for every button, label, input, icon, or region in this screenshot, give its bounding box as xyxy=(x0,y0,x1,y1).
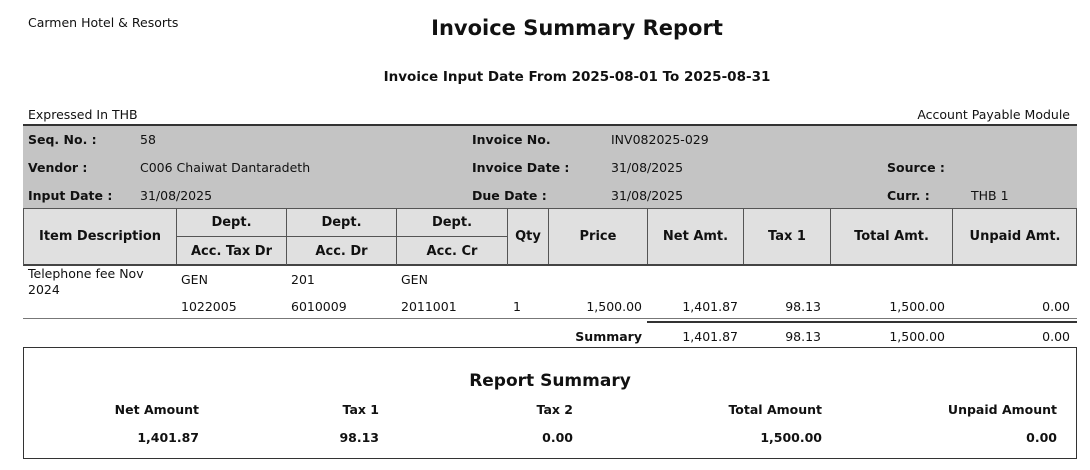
source-label: Source : xyxy=(887,160,945,175)
summary-tax-1-label: Tax 1 xyxy=(342,402,379,417)
module-name: Account Payable Module xyxy=(917,107,1070,122)
acc-tax-dr: 1022005 xyxy=(181,299,237,314)
summary-tax-1-value: 98.13 xyxy=(339,430,379,445)
summary-net: 1,401.87 xyxy=(682,329,738,344)
summary-total-amount-label: Total Amount xyxy=(728,402,822,417)
col-unpaid-amt: Unpaid Amt. xyxy=(969,229,1061,244)
report-subtitle: Invoice Input Date From 2025-08-01 To 20… xyxy=(383,69,771,85)
dept-1: GEN xyxy=(181,272,208,287)
total-amt: 1,500.00 xyxy=(889,299,945,314)
invoice-date-value: 31/08/2025 xyxy=(611,160,684,175)
summary-label: Summary xyxy=(575,329,642,344)
net-amt: 1,401.87 xyxy=(682,299,738,314)
seq-label: Seq. No. : xyxy=(28,132,97,147)
summary-tax-1: 98.13 xyxy=(785,329,821,344)
summary-divider xyxy=(647,321,1077,323)
seq-value: 58 xyxy=(140,132,156,147)
col-price: Price xyxy=(549,209,648,264)
currency-note: Expressed In THB xyxy=(28,107,138,122)
summary-unpaid-amount-value: 0.00 xyxy=(1026,430,1057,445)
due-date-value: 31/08/2025 xyxy=(611,188,684,203)
vendor-label: Vendor : xyxy=(28,160,88,175)
item-description: Telephone fee Nov 2024 xyxy=(28,266,144,297)
summary-net-amount-label: Net Amount xyxy=(114,402,199,417)
col-dept-1: Dept. xyxy=(177,209,287,237)
input-date-label: Input Date : xyxy=(28,188,113,203)
report-summary-box: Report Summary Net Amount 1,401.87 Tax 1… xyxy=(23,347,1077,459)
summary-unpaid: 0.00 xyxy=(1042,329,1070,344)
currency-label: Curr. : xyxy=(887,188,930,203)
table-header: Item Description Dept. Dept. Dept. Acc. … xyxy=(23,208,1077,266)
col-dept-2: Dept. xyxy=(287,209,397,237)
col-acc-cr: Acc. Cr xyxy=(397,237,508,265)
col-qty: Qty xyxy=(508,209,549,264)
report-title: Invoice Summary Report xyxy=(431,16,723,40)
dept-2: 201 xyxy=(291,272,315,287)
col-total-amt: Total Amt. xyxy=(831,209,953,264)
summary-tax-2-label: Tax 2 xyxy=(536,402,573,417)
invoice-no-label: Invoice No. xyxy=(472,132,551,147)
summary-net-amount-value: 1,401.87 xyxy=(137,430,199,445)
col-acc-tax-dr: Acc. Tax Dr xyxy=(177,237,287,265)
acc-cr: 2011001 xyxy=(401,299,457,314)
acc-dr: 6010009 xyxy=(291,299,347,314)
due-date-label: Due Date : xyxy=(472,188,547,203)
company-name: Carmen Hotel & Resorts xyxy=(28,15,179,30)
invoice-date-label: Invoice Date : xyxy=(472,160,570,175)
summary-total-amount-value: 1,500.00 xyxy=(760,430,822,445)
qty: 1 xyxy=(513,299,521,314)
summary-unpaid-amount-label: Unpaid Amount xyxy=(947,402,1057,417)
col-item-description: Item Description xyxy=(24,209,177,264)
col-tax-1: Tax 1 xyxy=(744,209,831,264)
col-acc-dr: Acc. Dr xyxy=(287,237,397,265)
unpaid-amt: 0.00 xyxy=(1042,299,1070,314)
invoice-info-panel: Seq. No. : 58 Vendor : C006 Chaiwat Dant… xyxy=(23,124,1077,208)
row-divider xyxy=(23,318,1077,319)
summary-total: 1,500.00 xyxy=(889,329,945,344)
input-date-value: 31/08/2025 xyxy=(140,188,213,203)
tax-1: 98.13 xyxy=(785,299,821,314)
vendor-value: C006 Chaiwat Dantaradeth xyxy=(140,160,311,175)
dept-3: GEN xyxy=(401,272,428,287)
invoice-no-value: INV082025-029 xyxy=(611,132,709,147)
report-summary-title: Report Summary xyxy=(469,371,631,391)
col-net-amt: Net Amt. xyxy=(648,209,744,264)
col-dept-3: Dept. xyxy=(397,209,508,237)
summary-tax-2-value: 0.00 xyxy=(542,430,573,445)
currency-value: THB 1 xyxy=(971,188,1009,203)
price: 1,500.00 xyxy=(586,299,642,314)
